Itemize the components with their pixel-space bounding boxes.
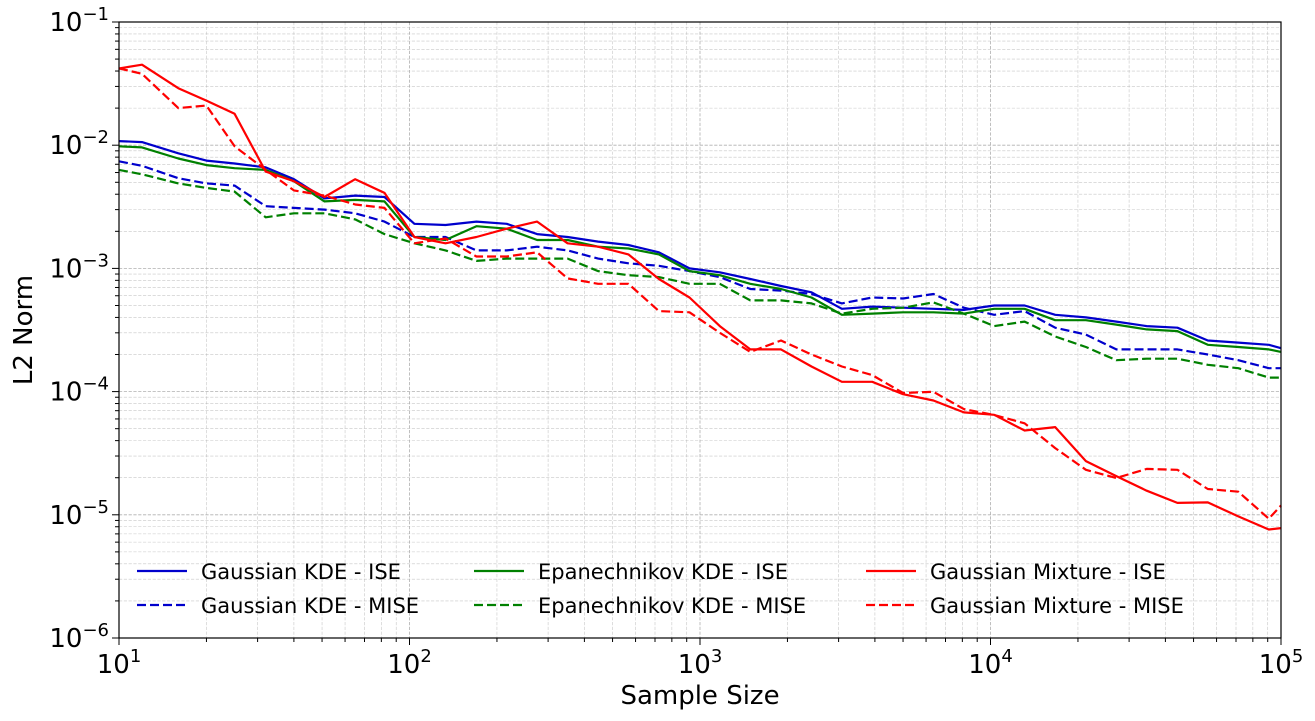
x-tick-label: 104 xyxy=(968,646,1013,680)
legend-label: Gaussian KDE - ISE xyxy=(201,560,401,584)
legend-label: Gaussian KDE - MISE xyxy=(201,594,419,618)
y-axis-title: L2 Norm xyxy=(9,275,39,385)
legend-label: Epanechnikov KDE - ISE xyxy=(538,560,788,584)
grid xyxy=(118,21,1282,639)
legend-label: Epanechnikov KDE - MISE xyxy=(538,594,806,618)
series-line-5 xyxy=(118,67,1282,520)
y-tick-label: 10−1 xyxy=(49,4,109,38)
x-tick-label: 102 xyxy=(387,646,432,680)
x-axis-title: Sample Size xyxy=(620,681,779,711)
x-tick-label: 101 xyxy=(97,646,142,680)
series-lines xyxy=(118,63,1282,531)
y-tick-label: 10−6 xyxy=(49,620,109,654)
x-tick-labels: 101 102 103 104 105 xyxy=(97,646,1304,680)
axis-ticks xyxy=(112,21,1282,645)
x-tick-label: 105 xyxy=(1259,646,1304,680)
series-line-4 xyxy=(118,63,1282,531)
y-tick-label: 10−2 xyxy=(49,127,109,161)
x-tick-label: 103 xyxy=(678,646,723,680)
legend-label: Gaussian Mixture - MISE xyxy=(930,594,1184,618)
legend-label: Gaussian Mixture - ISE xyxy=(930,560,1166,584)
y-tick-label: 10−3 xyxy=(49,250,109,284)
series-line-3 xyxy=(118,168,1281,379)
series-line-2 xyxy=(118,145,1282,353)
y-tick-label: 10−4 xyxy=(49,374,109,408)
y-tick-labels: 10−6 10−5 10−4 10−3 10−2 10−1 xyxy=(49,4,109,654)
y-tick-label: 10−5 xyxy=(49,497,109,531)
legend: Gaussian KDE - ISE Gaussian KDE - MISE Epa… xyxy=(137,560,1184,618)
